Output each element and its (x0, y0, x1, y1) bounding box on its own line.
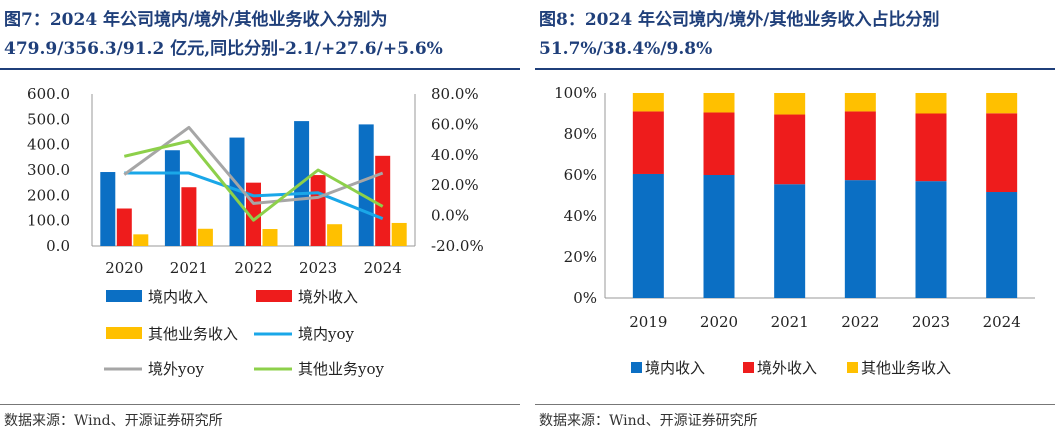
bar-2 (116, 208, 132, 246)
right-figure-panel: 图8：2024 年公司境内/境外/其他业务收入占比分别 51.7%/38.4%/… (535, 0, 1057, 436)
right-source-note: 数据来源：Wind、开源证券研究所 (539, 413, 758, 429)
combo-revenue-chart: 0.0 100.0 200.0 300.0 400.0 500.0 600.0 -20.0% 0… (27, 85, 484, 378)
right-title-line2: 51.7%/38.4%/9.8% (539, 39, 713, 59)
stacked-segment-3 (915, 93, 947, 114)
right-y-tick-label: 80.0% (431, 85, 479, 103)
stacked-segment-1 (774, 184, 806, 298)
y-tick-label: 20% (564, 248, 597, 266)
stacked-segment-3 (632, 93, 664, 112)
right-y-tick-label: 0.0% (431, 207, 469, 225)
right-title-line1: 图8：2024 年公司境内/境外/其他业务收入占比分别 (539, 10, 940, 30)
right-y-tick-label: 40.0% (431, 146, 479, 164)
y-tick-label: 40% (564, 207, 597, 225)
bar-2 (181, 187, 197, 246)
legend-label: 其他业务yoy (298, 360, 385, 378)
bar-3 (391, 222, 407, 246)
stacked-segment-1 (632, 173, 664, 298)
legend-label: 境内yoy (298, 325, 355, 343)
stacked-segment-3 (844, 93, 876, 112)
legend-label: 境外yoy (148, 360, 205, 378)
bar-3 (133, 234, 149, 246)
y-tick-label: 100% (554, 84, 597, 102)
stacked-segment-1 (844, 180, 876, 298)
x-tick-label: 2020 (700, 313, 738, 331)
bar-3 (262, 229, 278, 246)
bar-1 (358, 124, 374, 246)
yoy-line-2 (123, 125, 384, 205)
y-tick-label: 0% (573, 289, 597, 307)
x-tick-label: 2022 (841, 313, 879, 331)
stacked-segment-2 (915, 113, 947, 182)
stacked-share-chart: 0% 20% 40% 60% 80% 100% 2019 2020 2021 2022 2023 20… (554, 84, 1035, 377)
bar-1 (164, 150, 180, 246)
legend-label: 境外收入 (757, 359, 817, 377)
x-tick-label: 2024 (364, 259, 402, 277)
bar-2 (375, 155, 391, 246)
x-tick-label: 2020 (105, 259, 143, 277)
left-y-tick-label: 500.0 (27, 110, 70, 128)
stacked-segment-1 (915, 181, 947, 298)
stacked-segment-3 (703, 93, 735, 113)
bar-1 (229, 137, 245, 246)
left-y-tick-label: 400.0 (27, 136, 70, 154)
y-tick-label: 80% (564, 125, 597, 143)
stacked-segment-2 (986, 113, 1018, 193)
stacked-segment-2 (632, 111, 664, 174)
left-y-tick-label: 100.0 (27, 212, 70, 230)
stacked-segment-2 (774, 114, 806, 185)
stacked-segment-3 (774, 93, 806, 115)
legend-swatch (106, 290, 142, 302)
left-title-rule (0, 68, 520, 70)
x-tick-label: 2022 (234, 259, 272, 277)
bar-3 (327, 224, 343, 246)
yoy-line-1 (124, 171, 384, 221)
right-figure-title: 图8：2024 年公司境内/境外/其他业务收入占比分别 51.7%/38.4%/… (539, 6, 1055, 64)
left-figure-title: 图7：2024 年公司境内/境外/其他业务收入分别为 479.9/356.3/9… (4, 6, 520, 64)
legend-swatch (847, 362, 858, 373)
x-tick-label: 2021 (771, 313, 809, 331)
left-y-tick-label: 300.0 (27, 161, 70, 179)
stacked-segment-1 (986, 192, 1018, 298)
x-tick-label: 2023 (299, 259, 337, 277)
bar-3 (197, 228, 213, 246)
right-bottom-rule (535, 404, 1055, 405)
right-y-tick-label: 60.0% (431, 115, 479, 133)
x-tick-label: 2023 (912, 313, 950, 331)
left-title-line2: 479.9/356.3/91.2 亿元,同比分别-2.1/+27.6/+5.6% (4, 39, 443, 59)
left-title-line1: 图7：2024 年公司境内/境外/其他业务收入分别为 (4, 10, 388, 30)
legend-swatch (743, 362, 754, 373)
y-tick-label: 60% (564, 166, 597, 184)
stacked-segment-2 (844, 111, 876, 181)
x-tick-label: 2019 (629, 313, 667, 331)
legend-label: 境外收入 (298, 288, 358, 306)
legend-swatch (631, 362, 642, 373)
stacked-segment-1 (703, 175, 735, 298)
right-y-tick-label: -20.0% (431, 237, 484, 255)
legend-swatch (256, 290, 292, 302)
bar-1 (100, 172, 116, 246)
left-bottom-rule (0, 404, 520, 405)
legend-label: 其他业务收入 (861, 359, 951, 377)
stacked-segment-2 (703, 112, 735, 175)
bar-2 (310, 175, 326, 246)
left-y-tick-label: 0.0 (46, 237, 70, 255)
yoy-line-3 (123, 139, 384, 222)
left-figure-panel: 图7：2024 年公司境内/境外/其他业务收入分别为 479.9/356.3/9… (0, 0, 522, 436)
legend-label: 境内收入 (645, 359, 705, 377)
left-y-tick-label: 200.0 (27, 186, 70, 204)
left-source-note: 数据来源：Wind、开源证券研究所 (4, 413, 223, 429)
x-tick-label: 2021 (170, 259, 208, 277)
legend-label: 境内收入 (148, 288, 208, 306)
x-tick-label: 2024 (983, 313, 1021, 331)
stacked-segment-3 (986, 93, 1018, 114)
right-y-tick-label: 20.0% (431, 176, 479, 194)
right-title-rule (535, 68, 1055, 70)
left-y-tick-label: 600.0 (27, 85, 70, 103)
legend-swatch (106, 327, 142, 339)
legend-label: 其他业务收入 (148, 325, 238, 343)
